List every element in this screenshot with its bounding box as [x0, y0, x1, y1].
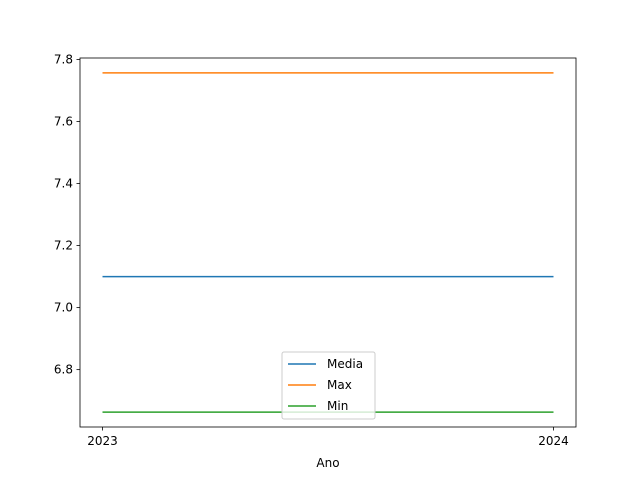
- legend-label-min: Min: [327, 399, 348, 413]
- x-tick-label: 2023: [87, 434, 118, 448]
- x-tick-label: 2024: [538, 434, 569, 448]
- plot-area: [79, 57, 577, 428]
- y-tick-label: 6.8: [54, 363, 73, 377]
- y-tick-label: 7.0: [54, 301, 73, 315]
- y-tick-label: 7.2: [54, 239, 73, 253]
- legend-box: [281, 351, 376, 420]
- y-tick-label: 7.8: [54, 53, 73, 67]
- legend-label-max: Max: [327, 378, 352, 392]
- axes-frame: [79, 57, 577, 428]
- y-tick-label: 7.6: [54, 115, 73, 129]
- y-tick-label: 7.4: [54, 177, 73, 191]
- legend: Media Max Min: [281, 351, 376, 420]
- legend-label-media: Media: [327, 357, 363, 371]
- x-axis-label: Ano: [316, 456, 339, 470]
- ticks-layer: 6.8 7.0 7.2 7.4 7.6 7.8 2023 2024: [54, 53, 569, 448]
